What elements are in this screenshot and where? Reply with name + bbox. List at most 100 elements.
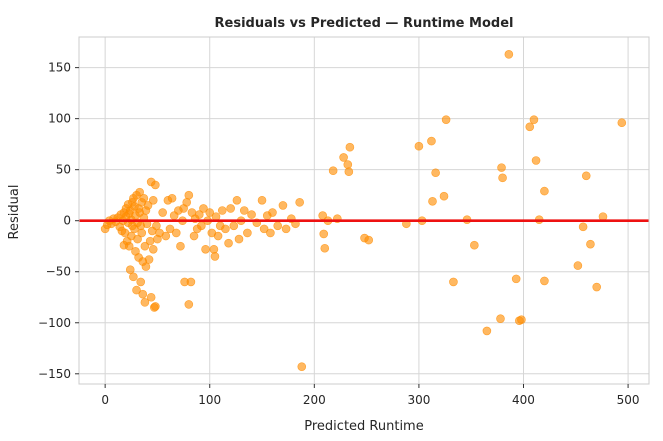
data-point [586, 239, 595, 249]
data-point [573, 261, 583, 270]
data-point [201, 244, 210, 254]
data-point [339, 153, 348, 162]
data-point [205, 208, 215, 217]
data-point [221, 224, 230, 234]
x-tick-label: 200 [303, 393, 326, 407]
y-tick-label: 100 [48, 112, 71, 126]
data-point [511, 274, 521, 284]
data-point [234, 234, 244, 244]
x-tick-label: 400 [512, 393, 535, 407]
data-point [497, 163, 506, 172]
data-point [136, 277, 146, 287]
x-tick-label: 0 [101, 393, 109, 407]
data-point [232, 195, 242, 205]
data-point [148, 195, 158, 205]
data-point [496, 314, 505, 323]
data-point [146, 292, 156, 302]
data-point [259, 224, 269, 234]
data-point [266, 228, 275, 238]
data-point [617, 118, 627, 128]
data-point [151, 302, 160, 311]
data-point [210, 252, 220, 261]
chart-title: Residuals vs Predicted — Runtime Model [215, 16, 514, 31]
data-point [345, 142, 355, 152]
data-point [439, 191, 449, 201]
data-point [540, 186, 549, 196]
x-axis-ticks: 0 100 200 300 400 500 [101, 384, 640, 407]
x-tick-label: 500 [617, 393, 640, 407]
data-point [257, 195, 267, 205]
data-point [540, 276, 549, 286]
data-point [161, 231, 171, 241]
data-point [229, 221, 239, 231]
data-point [182, 198, 192, 207]
data-point [431, 168, 440, 178]
data-point [140, 241, 150, 251]
data-point [189, 231, 199, 241]
data-point [217, 206, 227, 215]
data-point [199, 204, 208, 213]
data-point [209, 244, 219, 254]
data-point [320, 243, 330, 253]
y-tick-label: 50 [56, 163, 71, 177]
y-tick-label: −100 [38, 316, 71, 330]
data-point [143, 201, 153, 210]
data-point [592, 282, 602, 292]
data-point [135, 187, 144, 197]
data-point [531, 156, 541, 165]
data-point [343, 160, 353, 169]
data-point [145, 236, 155, 246]
data-point [449, 277, 458, 287]
data-point [213, 231, 223, 241]
data-point [428, 197, 437, 206]
data-point [148, 244, 158, 254]
data-point [498, 173, 507, 183]
y-tick-label: −150 [38, 367, 71, 381]
data-point [158, 208, 167, 217]
data-point [427, 136, 436, 146]
data-point [328, 166, 338, 175]
data-point [140, 298, 150, 307]
y-axis-label: Residual [7, 185, 22, 240]
data-point [184, 300, 194, 309]
data-point [281, 224, 291, 234]
data-point [124, 241, 134, 251]
plot-frame [78, 36, 650, 385]
data-point [176, 241, 185, 251]
data-point [517, 315, 526, 325]
data-point [137, 228, 147, 238]
data-point [247, 210, 256, 219]
data-point [482, 326, 492, 336]
data-point [243, 228, 252, 238]
data-point [273, 221, 283, 231]
data-point [529, 115, 539, 124]
data-point [344, 167, 354, 177]
data-point [194, 210, 204, 219]
data-point [470, 240, 479, 250]
data-point [224, 238, 233, 248]
y-tick-label: 0 [63, 214, 71, 228]
data-point [141, 262, 151, 271]
data-point [297, 362, 307, 371]
data-point [138, 289, 148, 299]
data-point [525, 122, 535, 132]
data-point [364, 235, 374, 245]
data-point [133, 234, 142, 244]
data-point [186, 277, 196, 287]
data-point [132, 285, 141, 295]
data-point [278, 201, 288, 210]
data-point [184, 190, 194, 200]
data-point [441, 115, 451, 124]
x-tick-label: 100 [198, 393, 221, 407]
data-point [319, 229, 329, 239]
data-point [129, 272, 138, 282]
data-point [125, 265, 135, 274]
x-tick-label: 300 [407, 393, 430, 407]
data-point [295, 198, 304, 207]
y-tick-label: −50 [46, 265, 71, 279]
x-axis-label: Predicted Runtime [304, 419, 423, 434]
y-axis-ticks: −150 −100 −50 0 50 100 150 [38, 61, 79, 381]
data-point [226, 204, 235, 213]
data-point [268, 208, 277, 217]
data-point [171, 228, 181, 238]
